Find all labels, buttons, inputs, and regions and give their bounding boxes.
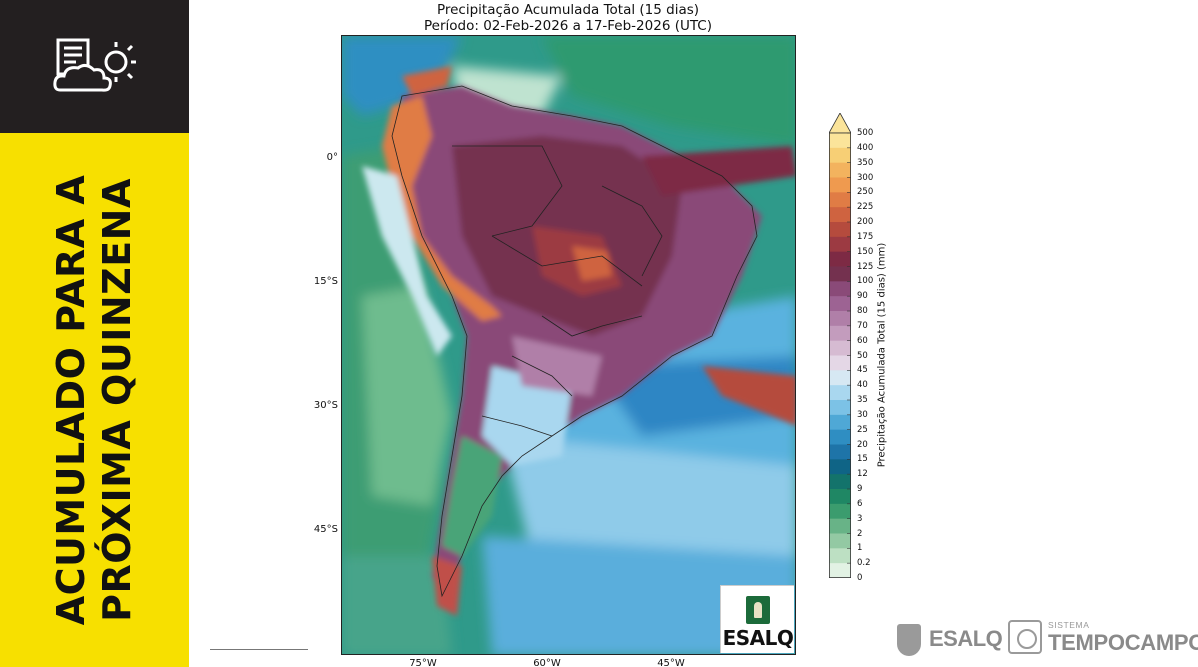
map-title-line1: Precipitação Acumulada Total (15 dias) — [436, 2, 700, 18]
precipitation-map-image — [342, 36, 795, 654]
colorbar-tick-label: 40 — [857, 380, 868, 391]
colorbar-tick-label: 250 — [857, 187, 874, 198]
sidebar-accent-panel — [0, 133, 189, 667]
colorbar-tick-label: 400 — [857, 142, 874, 153]
colorbar-tick-label: 0 — [857, 573, 863, 583]
colorbar-tick-label: 350 — [857, 157, 874, 168]
lon-label-60w: 60°W — [533, 658, 561, 667]
colorbar-segment — [829, 533, 851, 549]
colorbar-tick-label: 25 — [857, 424, 868, 435]
colorbar-segment — [829, 563, 851, 578]
colorbar-tick-label: 225 — [857, 202, 874, 213]
colorbar-tick-label: 90 — [857, 291, 868, 302]
colorbar-tick-label: 150 — [857, 246, 874, 257]
colorbar-segment — [829, 503, 851, 520]
esalq-seal-icon — [746, 596, 770, 624]
map-title-line2: Período: 02-Feb-2026 a 17-Feb-2026 (UTC) — [424, 18, 712, 34]
colorbar-segment — [829, 236, 851, 253]
colorbar-segment — [829, 266, 851, 282]
colorbar-segment — [829, 281, 851, 297]
colorbar-segment — [829, 444, 851, 460]
colorbar-segment — [829, 355, 851, 371]
esalq-footer-logo-text: ESALQ — [929, 626, 1003, 651]
map-title: Precipitação Acumulada Total (15 dias) P… — [340, 2, 796, 34]
colorbar-segment — [829, 296, 851, 312]
divider-line — [210, 649, 308, 650]
tempocampo-small-text: SISTEMA — [1048, 620, 1090, 630]
sidebar-header-panel — [0, 0, 189, 133]
colorbar-segment — [829, 400, 851, 416]
section-title-line1: ACUMULADO PARA A — [49, 174, 93, 626]
colorbar-segment — [829, 133, 851, 149]
colorbar-segment — [829, 311, 851, 327]
colorbar-tick-label: 125 — [857, 261, 874, 272]
colorbar-tick-label: 1 — [857, 543, 863, 554]
colorbar-tick-label: 300 — [857, 172, 874, 183]
lat-label-0: 0° — [326, 152, 338, 163]
tempocampo-big-text: TEMPOCAMPO — [1048, 630, 1198, 655]
lon-label-75w: 75°W — [409, 658, 437, 667]
esalq-shield-icon — [897, 624, 921, 656]
colorbar-segment — [829, 489, 851, 505]
colorbar-tick-label: 60 — [857, 335, 868, 346]
lat-label-30s: 30°S — [313, 400, 338, 411]
esalq-map-logo: ESALQ — [720, 585, 794, 653]
section-title-line2: PRÓXIMA QUINZENA — [95, 178, 139, 622]
colorbar-tick-label: 3 — [857, 513, 863, 524]
colorbar-tick-label: 500 — [857, 128, 874, 138]
colorbar-segment — [829, 207, 851, 223]
colorbar-extend-arrow — [829, 113, 851, 134]
colorbar-segment — [829, 251, 851, 267]
tempocampo-emblem-icon — [1008, 620, 1042, 654]
precipitation-map — [341, 35, 796, 655]
colorbar-tick-label: 6 — [857, 498, 863, 509]
colorbar-tick-label: 9 — [857, 484, 863, 494]
colorbar-segment — [829, 474, 851, 490]
colorbar-tick-label: 15 — [857, 454, 868, 465]
colorbar-tick-label: 20 — [857, 439, 868, 450]
colorbar-segment — [829, 222, 851, 238]
colorbar-tick-label: 80 — [857, 306, 868, 316]
colorbar-tick-label: 0.2 — [857, 558, 871, 569]
colorbar-segment — [829, 340, 851, 356]
colorbar-segment — [829, 414, 851, 431]
weather-report-icon — [53, 38, 136, 92]
colorbar-tick-label: 2 — [857, 528, 863, 539]
colorbar-tick-label: 30 — [857, 409, 868, 420]
colorbar-tick-label: 175 — [857, 231, 874, 242]
colorbar — [829, 113, 851, 578]
lat-label-15s: 15°S — [313, 276, 338, 287]
colorbar-segment — [829, 385, 851, 401]
colorbar-segment — [829, 518, 851, 534]
colorbar-segment — [829, 325, 851, 342]
colorbar-tick-label: 12 — [857, 469, 868, 480]
esalq-map-logo-text: ESALQ — [722, 626, 794, 650]
colorbar-segment — [829, 147, 851, 164]
lat-label-45s: 45°S — [313, 524, 338, 535]
colorbar-segment — [829, 177, 851, 193]
colorbar-tick-label: 70 — [857, 320, 868, 331]
colorbar-tick-label: 35 — [857, 395, 868, 405]
colorbar-tick-label: 45 — [857, 365, 868, 376]
colorbar-tick-label: 50 — [857, 350, 868, 361]
lon-label-45w: 45°W — [657, 658, 685, 667]
colorbar-tick-label: 100 — [857, 276, 874, 287]
colorbar-segment — [829, 459, 851, 475]
colorbar-segment — [829, 192, 851, 208]
colorbar-segment — [829, 162, 851, 178]
colorbar-segment — [829, 548, 851, 564]
colorbar-segment — [829, 370, 851, 386]
colorbar-tick-label: 200 — [857, 217, 874, 227]
colorbar-segment — [829, 429, 851, 445]
